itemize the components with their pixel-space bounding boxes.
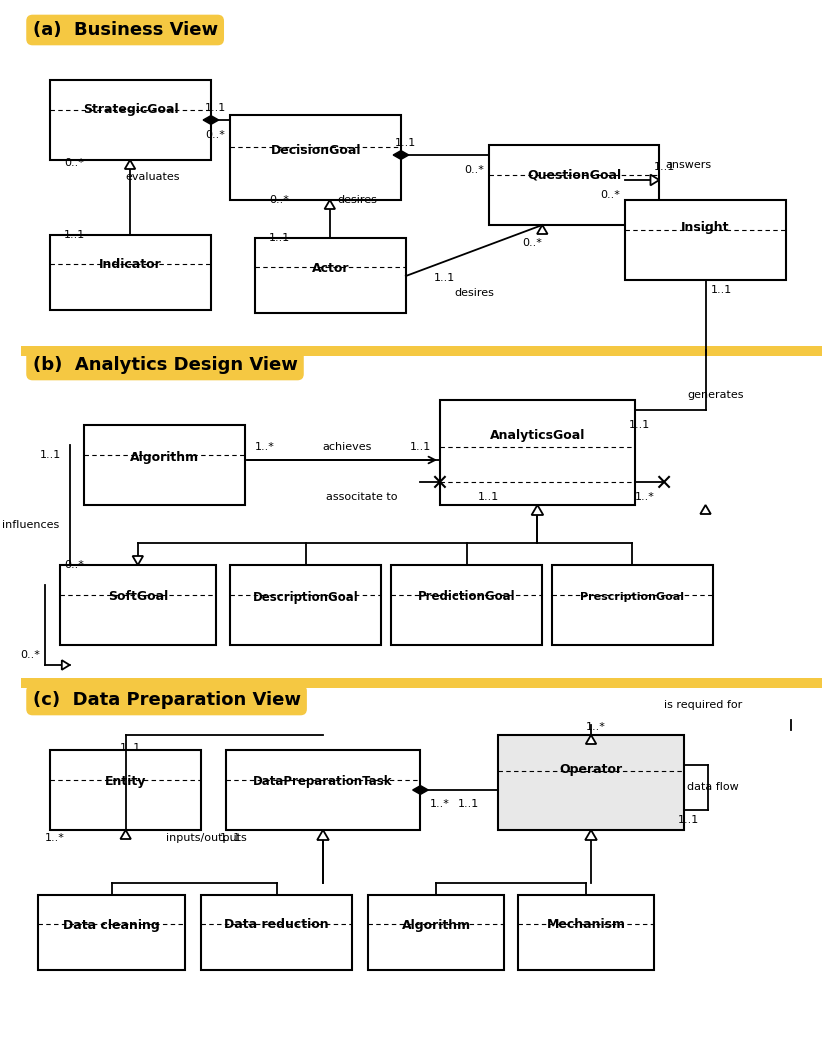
Text: PrescriptionGoal: PrescriptionGoal [580, 592, 685, 602]
Polygon shape [325, 200, 335, 209]
Polygon shape [120, 830, 131, 839]
Text: PredictionGoal: PredictionGoal [418, 590, 515, 603]
Text: Mechanism: Mechanism [547, 919, 626, 931]
Text: AnalyticsGoal: AnalyticsGoal [490, 428, 585, 442]
Text: Operator: Operator [560, 764, 622, 776]
Text: StrategicGoal: StrategicGoal [83, 103, 178, 117]
Text: Algorithm: Algorithm [401, 919, 471, 931]
Text: 1..1: 1..1 [458, 799, 479, 809]
Text: 0..*: 0..* [65, 560, 85, 570]
Text: 1..*: 1..* [45, 833, 65, 843]
Text: 1..*: 1..* [635, 492, 654, 502]
Bar [21, 678, 822, 688]
Text: desires: desires [337, 195, 377, 205]
Text: (a)  Business View: (a) Business View [33, 21, 218, 39]
Text: 0..*: 0..* [206, 130, 225, 140]
Text: 1..1: 1..1 [678, 815, 699, 825]
Text: 1..1: 1..1 [39, 450, 61, 460]
Text: 0..*: 0..* [270, 195, 289, 205]
Text: 1..1: 1..1 [219, 833, 241, 843]
FancyBboxPatch shape [552, 565, 713, 645]
FancyBboxPatch shape [230, 115, 401, 200]
Polygon shape [317, 830, 329, 840]
Text: SoftGoal: SoftGoal [108, 590, 168, 603]
FancyBboxPatch shape [498, 735, 684, 830]
Polygon shape [413, 786, 428, 794]
FancyBboxPatch shape [440, 400, 635, 506]
FancyBboxPatch shape [255, 238, 406, 313]
Text: 1..1: 1..1 [206, 103, 226, 113]
Text: Insight: Insight [681, 222, 730, 235]
FancyBboxPatch shape [201, 895, 353, 970]
Text: DecisionGoal: DecisionGoal [270, 143, 361, 156]
Polygon shape [62, 661, 70, 670]
Bar [21, 346, 822, 356]
Text: data flow: data flow [687, 782, 739, 792]
Text: answers: answers [666, 160, 712, 170]
Polygon shape [700, 506, 711, 514]
Polygon shape [586, 735, 596, 744]
Text: 1..1: 1..1 [653, 162, 675, 172]
Text: Algorithm: Algorithm [130, 450, 199, 463]
Text: 0..*: 0..* [600, 190, 621, 200]
Text: 0..*: 0..* [464, 165, 484, 175]
Text: 1..1: 1..1 [478, 492, 499, 502]
Text: DescriptionGoal: DescriptionGoal [253, 590, 359, 603]
Polygon shape [203, 116, 219, 124]
Text: inputs/outputs: inputs/outputs [166, 833, 247, 843]
Text: 1..1: 1..1 [64, 230, 85, 240]
FancyBboxPatch shape [60, 565, 216, 645]
Text: Entity: Entity [105, 775, 146, 788]
Text: (b)  Analytics Design View: (b) Analytics Design View [33, 356, 298, 374]
Text: 1..*: 1..* [255, 442, 275, 452]
Polygon shape [125, 160, 136, 169]
Text: influences: influences [2, 520, 59, 530]
Text: 1..1: 1..1 [410, 442, 431, 452]
Text: 1..1: 1..1 [434, 273, 455, 282]
FancyBboxPatch shape [489, 145, 659, 225]
Polygon shape [537, 225, 547, 234]
Text: Indicator: Indicator [99, 258, 162, 272]
Text: 1..1: 1..1 [395, 138, 417, 148]
Text: (c)  Data Preparation View: (c) Data Preparation View [33, 691, 301, 709]
FancyBboxPatch shape [50, 750, 201, 830]
Text: QuestionGoal: QuestionGoal [527, 169, 621, 182]
FancyBboxPatch shape [84, 425, 245, 506]
Text: evaluates: evaluates [125, 172, 180, 182]
Text: Actor: Actor [312, 261, 349, 274]
Polygon shape [532, 506, 543, 515]
Text: 1..*: 1..* [586, 722, 606, 732]
FancyBboxPatch shape [518, 895, 654, 970]
Text: generates: generates [687, 390, 744, 400]
FancyBboxPatch shape [230, 565, 381, 645]
FancyBboxPatch shape [39, 895, 185, 970]
Text: 1..1: 1..1 [710, 285, 732, 295]
FancyBboxPatch shape [367, 895, 504, 970]
Polygon shape [132, 556, 143, 565]
Text: desires: desires [454, 288, 494, 298]
Text: 0..*: 0..* [65, 158, 85, 168]
Text: 1..*: 1..* [430, 799, 450, 809]
Text: Data cleaning: Data cleaning [63, 919, 160, 931]
FancyBboxPatch shape [50, 235, 211, 310]
Text: DataPreparationTask: DataPreparationTask [253, 775, 393, 788]
Text: 1..1: 1..1 [269, 233, 290, 243]
Polygon shape [393, 151, 409, 159]
Text: 0..*: 0..* [21, 650, 40, 660]
Text: 0..*: 0..* [523, 238, 543, 249]
Text: Data reduction: Data reduction [224, 919, 329, 931]
Text: 1..1: 1..1 [120, 743, 141, 753]
FancyBboxPatch shape [625, 200, 786, 280]
Polygon shape [585, 830, 597, 840]
Text: achieves: achieves [323, 442, 372, 452]
FancyBboxPatch shape [50, 80, 211, 160]
Polygon shape [650, 174, 659, 186]
FancyBboxPatch shape [391, 565, 543, 645]
Text: associtate to: associtate to [326, 492, 398, 502]
FancyBboxPatch shape [225, 750, 421, 830]
Text: 1..1: 1..1 [629, 419, 650, 430]
Text: is required for: is required for [664, 700, 742, 710]
